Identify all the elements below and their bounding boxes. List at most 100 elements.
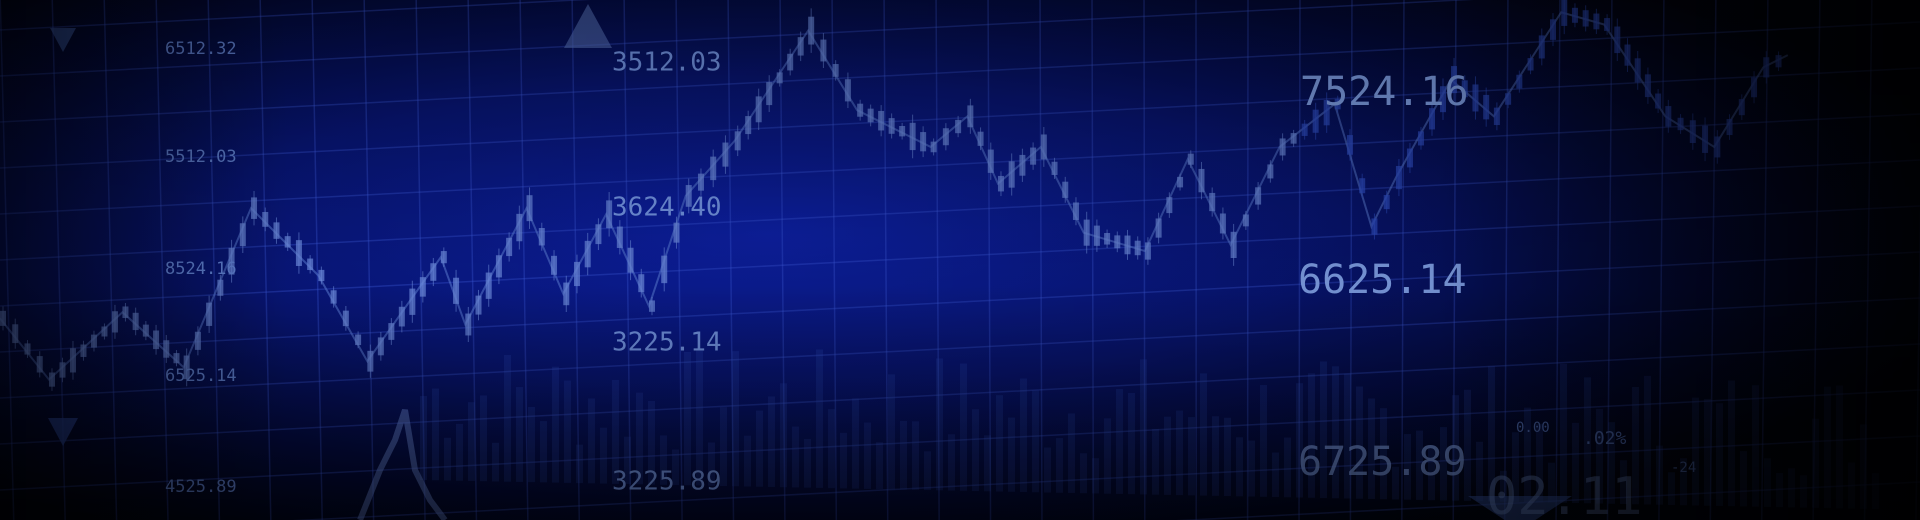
candle	[307, 258, 314, 271]
volume-bar	[972, 409, 979, 492]
volume-bar	[1668, 472, 1675, 505]
candle	[419, 277, 426, 297]
candle	[638, 274, 645, 293]
volume-bar	[816, 349, 823, 488]
candle	[1187, 153, 1194, 165]
volume-bar	[984, 435, 991, 492]
volume-bar	[1272, 452, 1279, 498]
candle	[132, 312, 139, 331]
candle	[616, 226, 623, 248]
candle	[318, 269, 325, 282]
volume-bar	[480, 395, 487, 482]
volume-bar	[492, 442, 499, 482]
candle	[1702, 125, 1709, 153]
candle	[563, 282, 570, 306]
candle	[1593, 13, 1600, 30]
candle	[1582, 10, 1589, 27]
candle	[262, 211, 269, 227]
candle	[430, 263, 437, 281]
candle	[776, 72, 783, 84]
volume-bar	[1032, 390, 1039, 493]
candle	[295, 240, 302, 266]
volume-bar	[960, 363, 967, 491]
candle	[1062, 181, 1069, 198]
volume-bar	[444, 437, 451, 481]
price-label: 8524.16	[165, 259, 237, 279]
candle	[808, 16, 815, 45]
candle	[1538, 35, 1545, 59]
candle	[1040, 134, 1047, 160]
candle	[409, 288, 416, 315]
volume-bar	[564, 380, 571, 483]
candle	[1114, 235, 1121, 249]
candle	[1561, 0, 1568, 26]
candle	[1677, 117, 1684, 131]
volume-bar	[1824, 386, 1831, 509]
candle	[878, 110, 885, 131]
price-label: 3225.89	[612, 467, 722, 497]
volume-bar	[1176, 410, 1183, 496]
candle	[1219, 213, 1226, 234]
candle	[485, 272, 492, 299]
candle	[1072, 202, 1079, 220]
candle	[1751, 77, 1758, 98]
candle	[584, 240, 591, 268]
candle	[1124, 235, 1131, 255]
candle	[1198, 168, 1205, 193]
volume-bar	[1644, 375, 1651, 505]
candle	[206, 302, 213, 326]
candle	[755, 96, 762, 123]
candle	[1359, 178, 1366, 194]
candle	[1614, 26, 1621, 54]
candle	[967, 105, 974, 128]
volume-bar	[1836, 385, 1843, 509]
candle	[1177, 176, 1184, 188]
volume-bar	[1788, 468, 1795, 508]
volume-bar	[1800, 475, 1807, 508]
volume-bar	[1656, 445, 1663, 505]
candle	[697, 173, 704, 191]
candle	[1104, 233, 1111, 245]
volume-bar	[996, 395, 1003, 492]
candle	[1527, 58, 1534, 71]
volume-bar	[1812, 418, 1819, 508]
price-label: 6625.14	[1298, 257, 1467, 303]
volume-bar	[588, 398, 595, 484]
candle	[987, 149, 994, 173]
volume-bar	[1128, 393, 1135, 495]
price-label: 3512.03	[612, 48, 722, 78]
volume-bar	[432, 388, 439, 481]
candle	[710, 156, 717, 181]
candle	[832, 64, 839, 77]
volume-bar	[1212, 416, 1219, 496]
ticker-label: .02%	[1583, 428, 1627, 449]
volume-bar	[1872, 473, 1879, 510]
candle	[745, 116, 752, 135]
candle	[1644, 74, 1651, 98]
price-label: 6725.89	[1298, 439, 1467, 485]
candle	[1472, 84, 1479, 112]
volume-bar	[540, 421, 547, 483]
candle	[1738, 99, 1745, 116]
price-label: 3225.14	[612, 328, 722, 358]
candle	[899, 126, 906, 137]
candle	[1346, 135, 1353, 155]
candle	[820, 39, 827, 62]
candle	[857, 103, 864, 117]
candle	[1008, 161, 1015, 188]
volume-bar	[1008, 417, 1015, 492]
volume-bar	[420, 396, 427, 480]
candle	[273, 222, 280, 239]
candle	[194, 331, 201, 350]
candle	[506, 237, 513, 257]
volume-bar	[1260, 385, 1267, 497]
candle	[142, 324, 149, 337]
candle	[955, 119, 962, 134]
candle	[173, 353, 180, 364]
candle	[24, 343, 31, 355]
candle	[627, 247, 634, 273]
volume-bar	[1236, 437, 1243, 497]
volume-bar	[456, 423, 463, 481]
volume-bar	[744, 435, 751, 487]
volume-bar	[900, 420, 907, 490]
